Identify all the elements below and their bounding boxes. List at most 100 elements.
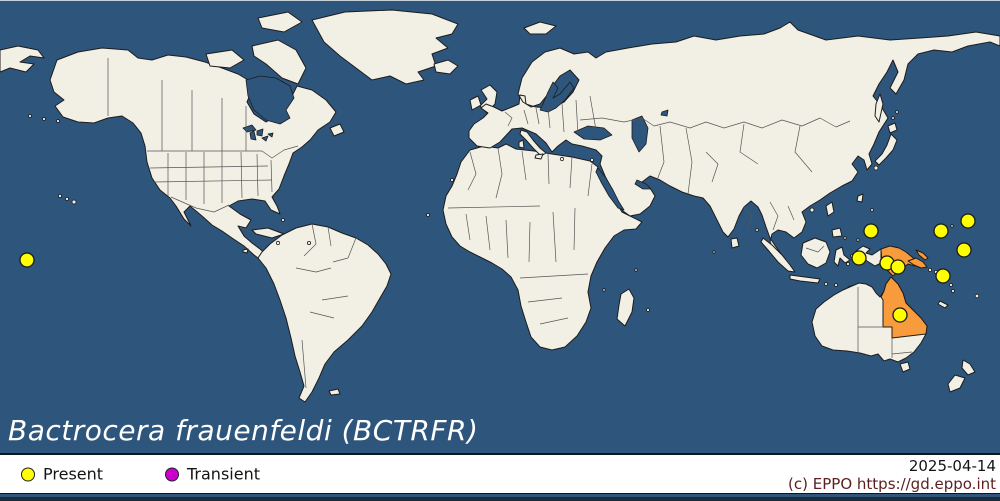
andaman-islands — [755, 228, 759, 232]
cape-verde — [426, 213, 430, 217]
caspian-sea — [631, 115, 649, 153]
black-sea — [573, 125, 613, 141]
moluccas — [846, 262, 850, 266]
transient-legend-swatch-icon — [165, 467, 179, 481]
kuril-island — [895, 110, 899, 114]
italy — [519, 129, 547, 157]
aleutian-island — [56, 119, 60, 123]
galapagos — [242, 248, 249, 254]
cuba — [251, 227, 285, 239]
puerto-rico — [306, 240, 311, 245]
victoria-island — [205, 49, 245, 69]
new-zealand-south — [947, 374, 966, 393]
iceland — [433, 59, 459, 75]
lesser-sunda-island — [834, 283, 838, 287]
japan-honshu — [874, 133, 898, 166]
copyright-link[interactable]: (c) EPPO https://gd.eppo.int — [788, 475, 996, 493]
map-top-edge — [0, 0, 1000, 1]
svalbard — [523, 21, 557, 35]
kyushu — [873, 165, 879, 171]
legend-item-transient: Transient — [165, 465, 260, 484]
map-date: 2025-04-14 — [908, 457, 996, 475]
hawaii-island — [58, 193, 63, 198]
persian-gulf — [634, 179, 652, 190]
caroline-islands — [843, 236, 847, 240]
aleutian-island — [28, 114, 32, 118]
landmasses — [0, 9, 1000, 403]
fiji — [974, 293, 980, 299]
baltic-sea — [539, 81, 575, 113]
present-marker[interactable] — [863, 223, 879, 239]
ellesmere-island — [257, 11, 303, 33]
mauritius — [646, 308, 650, 312]
present-marker[interactable] — [851, 250, 867, 266]
sumatra — [760, 237, 796, 273]
bahamas — [281, 218, 285, 222]
south-america — [257, 223, 392, 403]
vanuatu — [949, 283, 953, 287]
madagascar — [616, 288, 635, 327]
region-new-britain[interactable] — [907, 257, 928, 269]
marshall-islands — [950, 224, 954, 228]
legend-bar: Present Transient 2025-04-14 (c) EPPO ht… — [0, 453, 1000, 494]
falkland-islands — [328, 388, 341, 396]
aleutian-island — [42, 117, 46, 121]
present-marker[interactable] — [892, 307, 908, 323]
africa — [442, 143, 643, 351]
caroline-islands — [856, 238, 860, 242]
present-marker[interactable] — [19, 252, 35, 268]
newfoundland — [329, 123, 345, 137]
borneo — [800, 237, 831, 269]
great-lakes — [242, 124, 274, 142]
footer-block: 2025-04-14 (c) EPPO https://gd.eppo.int — [788, 457, 996, 493]
country-borders — [107, 58, 913, 389]
red-sea — [595, 167, 625, 211]
present-marker[interactable] — [890, 259, 906, 275]
japan-hokkaido — [887, 122, 898, 134]
legend-item-present: Present — [21, 465, 103, 484]
region-queensland[interactable] — [880, 276, 928, 339]
map-title: Bactrocera frauenfeldi (BCTRFR) — [8, 414, 479, 447]
solomon-islands — [928, 267, 933, 272]
inland-seas — [242, 75, 669, 211]
transient-legend-label: Transient — [187, 464, 260, 484]
hudson-bay — [245, 75, 295, 125]
region-new-ireland[interactable] — [915, 249, 929, 261]
new-caledonia — [937, 300, 949, 309]
present-marker[interactable] — [956, 242, 972, 258]
maldives — [712, 250, 716, 254]
present-marker[interactable] — [960, 213, 976, 229]
seychelles — [634, 268, 638, 272]
sri-lanka — [730, 237, 740, 249]
hawaii-island — [65, 196, 70, 201]
philippines-mindanao — [831, 227, 843, 238]
present-legend-swatch-icon — [21, 467, 35, 481]
taiwan — [856, 193, 864, 203]
present-marker[interactable] — [933, 223, 949, 239]
kuril-island — [891, 116, 895, 120]
canary-islands — [450, 178, 454, 182]
sulawesi — [833, 246, 851, 267]
hawaii-island — [71, 199, 77, 205]
aral-sea — [660, 109, 669, 117]
sicily — [534, 153, 544, 160]
hainan — [809, 207, 815, 213]
greenland — [311, 9, 459, 85]
comoros — [602, 288, 606, 292]
baffin-island — [251, 39, 307, 85]
world-map[interactable] — [0, 0, 1000, 453]
sardinia — [518, 139, 525, 149]
present-marker[interactable] — [935, 268, 951, 284]
chukotka-west — [0, 45, 45, 73]
tasmania — [899, 361, 911, 373]
java — [789, 274, 821, 284]
mariana-islands — [870, 208, 874, 212]
cyprus — [590, 157, 595, 162]
present-legend-label: Present — [43, 464, 104, 484]
crete — [559, 156, 565, 162]
philippines-luzon — [825, 201, 835, 217]
jamaica — [275, 240, 281, 246]
ireland — [469, 95, 482, 111]
bottom-strip — [0, 497, 1000, 501]
